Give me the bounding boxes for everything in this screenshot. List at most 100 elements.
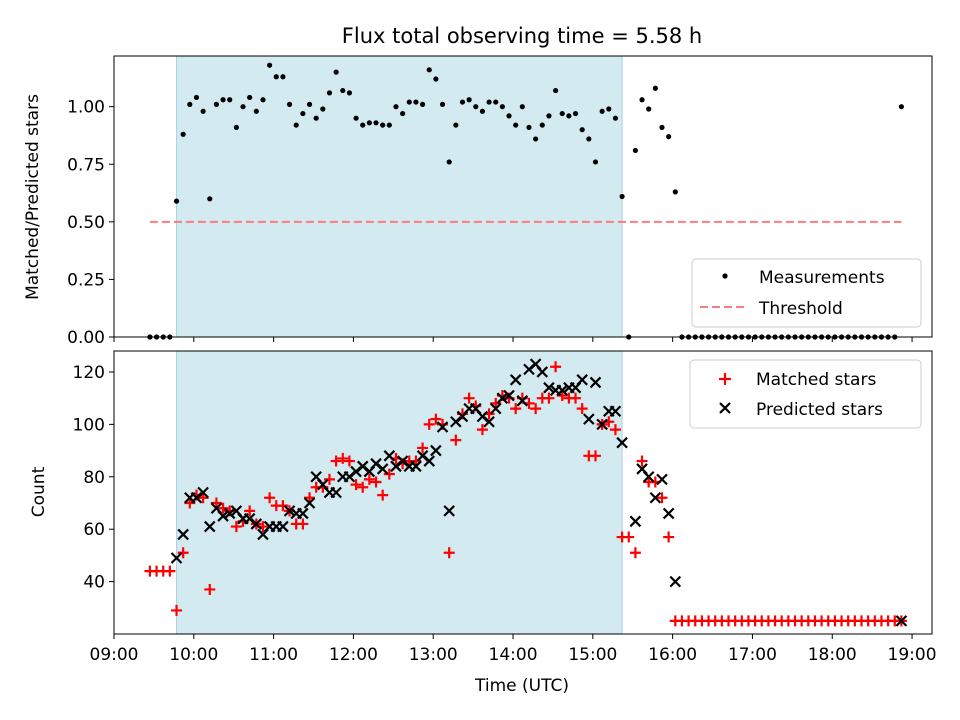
count-y-tick-label: 40 [83,573,105,593]
count-y-tick-label: 120 [73,363,105,383]
count-axes-frame [113,350,933,635]
measurement-point [213,101,220,107]
predicted-star-point [177,528,189,541]
matched-star-point [556,390,568,402]
x-tick-label: 19:00 [888,645,937,665]
measurement-point [546,113,552,119]
matched-star-point [370,476,382,488]
matched-star-point [443,547,455,559]
predicted-star-point [297,507,309,520]
matched-star-point [244,505,256,517]
measurement-point [260,97,266,103]
predicted-star-point [509,374,522,386]
measurement-point [493,99,499,105]
ratio-y-tick-label: 0.50 [67,213,105,233]
matched-star-point [230,521,242,533]
measurement-point [386,122,392,128]
measurement-point [173,198,180,204]
measurement-point [479,108,486,114]
predicted-star-point [503,389,515,402]
predicted-star-point [589,376,602,389]
count-y-tick-label: 80 [83,468,105,488]
measurement-point [632,147,638,154]
ratio-y-tick-label: 0.25 [67,270,105,290]
matched-stars-points [144,361,907,627]
measurement-point [639,97,645,103]
count-y-ticks: 40 60 80 100 120 [73,363,114,593]
measurement-point [180,131,186,137]
predicted-legend-marker [719,402,731,414]
predicted-star-point [217,510,229,522]
count-x-ticks: 09:00 10:00 11:00 12:00 13:00 14:00 15:00 16:00… [90,634,937,665]
x-tick-label: 17:00 [728,645,777,665]
matched-star-point [423,418,435,430]
measurement-point [453,122,459,128]
measurement-point [353,115,359,121]
predicted-star-point [656,473,668,486]
matched-star-point [171,604,183,616]
measurement-point [519,104,525,110]
matched-star-point [656,492,668,504]
measurement-point [346,90,353,96]
predicted-star-point [662,507,675,520]
matched-star-point [550,361,562,373]
predicted-star-point [483,415,495,428]
observing-window-shade-count [176,350,623,635]
predicted-star-point [496,392,509,404]
matched-star-point [350,479,362,491]
predicted-stars-points [170,358,908,627]
matched-star-point [589,450,601,462]
matched-star-point [337,452,349,464]
measurement-point [240,104,246,110]
matched-star-point [450,434,462,446]
matched-star-point [623,531,635,543]
matched-star-point [609,424,621,436]
predicted-star-point [583,413,595,425]
predicted-star-point [443,505,455,517]
predicted-star-point [895,615,908,627]
predicted-star-point [436,421,449,433]
measurement-point [300,110,306,117]
measurement-point [373,120,379,126]
measurement-point [286,101,293,107]
measurement-point [599,108,605,114]
predicted-star-point [283,505,296,517]
matched-star-point [476,424,488,436]
measurement-point [506,113,512,119]
matched-star-point [363,473,375,485]
x-tick-label: 18:00 [808,645,857,665]
measurement-point [459,99,466,105]
predicted-star-point [489,402,502,415]
matched-legend-marker [719,373,731,385]
predicted-star-point [170,552,183,564]
ratio-y-tick-label: 0.00 [67,328,105,348]
matched-star-point [264,492,276,504]
predicted-star-point [629,515,642,528]
predicted-star-point [423,455,436,467]
measurement-point [413,99,419,105]
measurement-point [659,124,665,131]
matched-star-point [323,473,335,485]
predicted-star-point [410,460,422,473]
matched-star-point [663,531,675,543]
matched-star-point [377,489,389,501]
ratio-legend: Measurements Threshold [691,258,922,328]
predicted-star-point [197,486,209,499]
predicted-star-point [642,471,655,483]
x-axis-label: Time (UTC) [474,676,569,696]
matched-star-point [543,392,555,404]
count-y-tick-label: 60 [83,520,105,540]
predicted-star-point [609,405,622,418]
matched-star-point [184,497,196,509]
measurement-point [652,85,658,91]
matched-star-point [297,518,309,530]
measurement-point [340,87,346,94]
count-y-axis-label: Count [29,466,49,517]
ratio-y-axis-label: Matched/Predicted stars [23,94,43,300]
measurement-point [552,87,559,94]
predicted-star-point [543,381,555,394]
threshold-legend-label: Threshold [758,299,843,319]
measurement-point [247,94,253,101]
matched-star-point [576,403,588,415]
